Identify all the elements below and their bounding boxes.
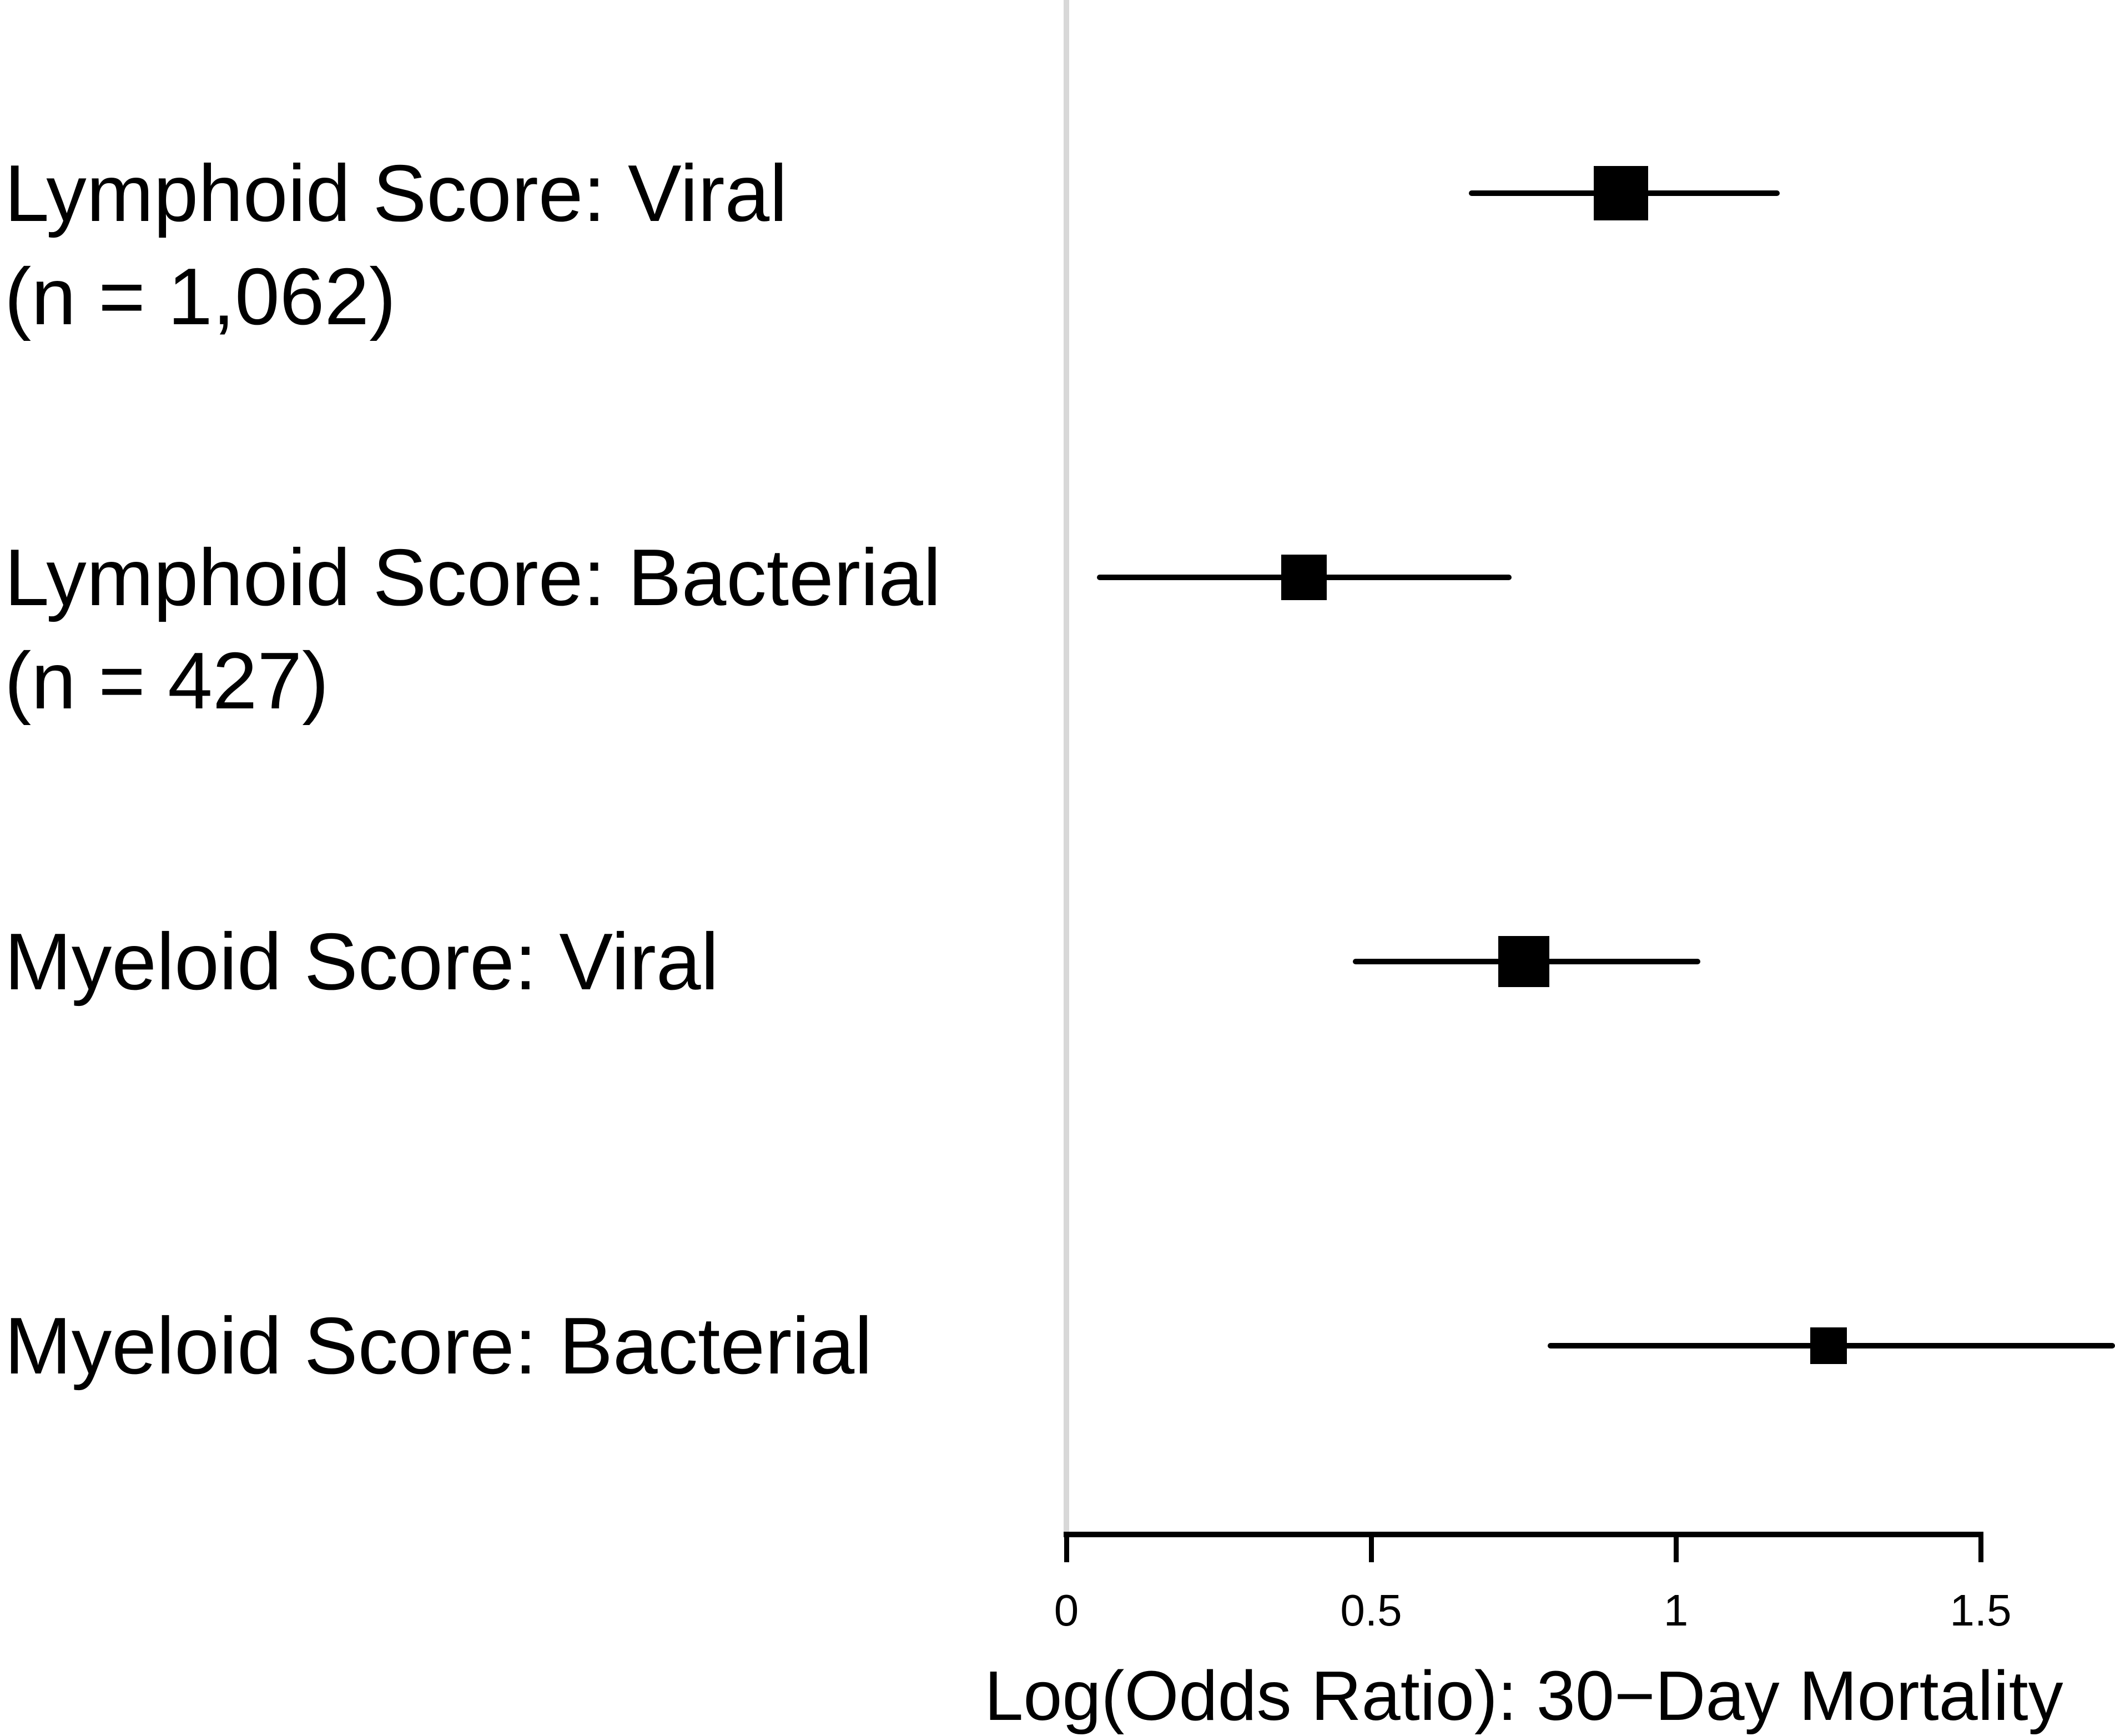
row-label-line2: (n = 427): [4, 636, 329, 726]
x-axis-tick: [1368, 1534, 1374, 1562]
x-axis-tick-label: 1.5: [1950, 1586, 2012, 1635]
row-label-myeloid-bacterial: Myeloid Score: Bacterial: [4, 1294, 872, 1397]
x-axis-tick: [1978, 1534, 1983, 1562]
zero-reference-line: [1064, 0, 1069, 1533]
x-axis-line: [1064, 1532, 1983, 1537]
x-axis-tick-label: 0: [1054, 1586, 1079, 1635]
row-label-line1: Lymphoid Score: Bacterial: [4, 532, 941, 622]
row-label-lymphoid-viral: Lymphoid Score: Viral (n = 1,062): [4, 142, 787, 348]
row-label-line2: (n = 1,062): [4, 251, 396, 341]
point-estimate-marker: [1810, 1327, 1847, 1364]
x-axis-tick: [1673, 1534, 1679, 1562]
row-label-line1: Myeloid Score: Viral: [4, 917, 719, 1007]
point-estimate-marker: [1281, 555, 1327, 600]
point-estimate-marker: [1594, 166, 1649, 220]
row-label-line1: Myeloid Score: Bacterial: [4, 1301, 873, 1391]
x-axis-title: Log(Odds Ratio): 30−Day Mortality: [984, 1657, 2063, 1735]
row-label-line1: Lymphoid Score: Viral: [4, 148, 788, 238]
x-axis-tick: [1064, 1534, 1069, 1562]
row-label-myeloid-viral: Myeloid Score: Viral: [4, 910, 719, 1013]
x-axis-tick-label: 0.5: [1340, 1586, 1402, 1635]
row-label-lymphoid-bacterial: Lymphoid Score: Bacterial (n = 427): [4, 526, 941, 732]
x-axis-tick-label: 1: [1663, 1586, 1689, 1635]
point-estimate-marker: [1498, 936, 1549, 987]
